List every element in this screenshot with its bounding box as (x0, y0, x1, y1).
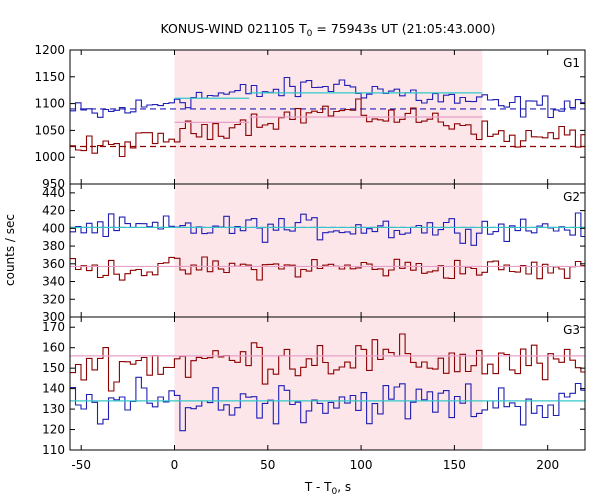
panel-g1: 950 1000 1050 1100 1150 1200 G1 (34, 43, 586, 191)
y-tick-label: 1000 (34, 150, 65, 164)
x-tick-label: 200 (536, 458, 559, 472)
xlabel-rest: , s (337, 480, 351, 494)
x-tick-label: 50 (260, 458, 275, 472)
panel-frame (69, 316, 586, 451)
y-tick-label: 420 (42, 204, 65, 218)
title-subscript: 0 (307, 29, 313, 39)
y-tick-label: 150 (42, 361, 65, 375)
y-tick-label: 400 (42, 221, 65, 235)
y-tick-label: 320 (42, 292, 65, 306)
count-rate-series-red (70, 333, 585, 392)
count-rate-series-red (70, 98, 585, 158)
panel-g2: 300 320 340 360 380 400 420 440 G2 (42, 183, 586, 324)
y-tick-label: 950 (42, 177, 65, 191)
y-tick-label: 130 (42, 402, 65, 416)
x-tick-label: 100 (350, 458, 373, 472)
count-rate-series-blue (70, 76, 585, 119)
y-tick-label: 340 (42, 275, 65, 289)
panel-label-g2: G2 (563, 190, 580, 204)
panel-label-g1: G1 (563, 56, 580, 70)
x-tick-label: 0 (171, 458, 179, 472)
y-tick-label: 120 (42, 423, 65, 437)
xlabel-subscript: 0 (332, 487, 338, 497)
burst-interval-shading (174, 184, 483, 317)
panel-label-g3: G3 (563, 323, 580, 337)
xlabel-main: T - T (304, 480, 332, 494)
x-tick-label: -50 (71, 458, 91, 472)
count-rate-series-blue (70, 212, 585, 246)
y-tick-label: 1150 (34, 70, 65, 84)
y-tick-label: 110 (42, 443, 65, 457)
count-rate-series-blue (70, 376, 585, 432)
burst-interval-shading (174, 317, 483, 450)
y-tick-label: 160 (42, 341, 65, 355)
title-main: KONUS-WIND 021105 T (160, 21, 306, 36)
y-tick-label: 1100 (34, 97, 65, 111)
y-axis-label: counts / sec (3, 214, 17, 286)
count-rate-series-red (70, 256, 585, 281)
y-tick-label: 140 (42, 382, 65, 396)
chart-title: KONUS-WIND 021105 T0 = 75943s UT (21:05:… (160, 21, 495, 39)
title-rest: = 75943s UT (21:05:43.000) (312, 21, 495, 36)
y-tick-label: 1050 (34, 123, 65, 137)
y-tick-label: 300 (42, 310, 65, 324)
y-tick-label: 1200 (34, 43, 65, 57)
y-tick-label: 170 (42, 320, 65, 334)
x-axis-label: T - T0, s (304, 480, 351, 497)
y-tick-label: 380 (42, 239, 65, 253)
x-tick-label: 150 (443, 458, 466, 472)
panel-g3: 110 120 130 140 150 160 170 G3 (42, 316, 586, 457)
y-tick-label: 440 (42, 186, 65, 200)
y-tick-label: 360 (42, 257, 65, 271)
plot-area: 95010001050110011501200G1300320340360380… (34, 43, 586, 472)
